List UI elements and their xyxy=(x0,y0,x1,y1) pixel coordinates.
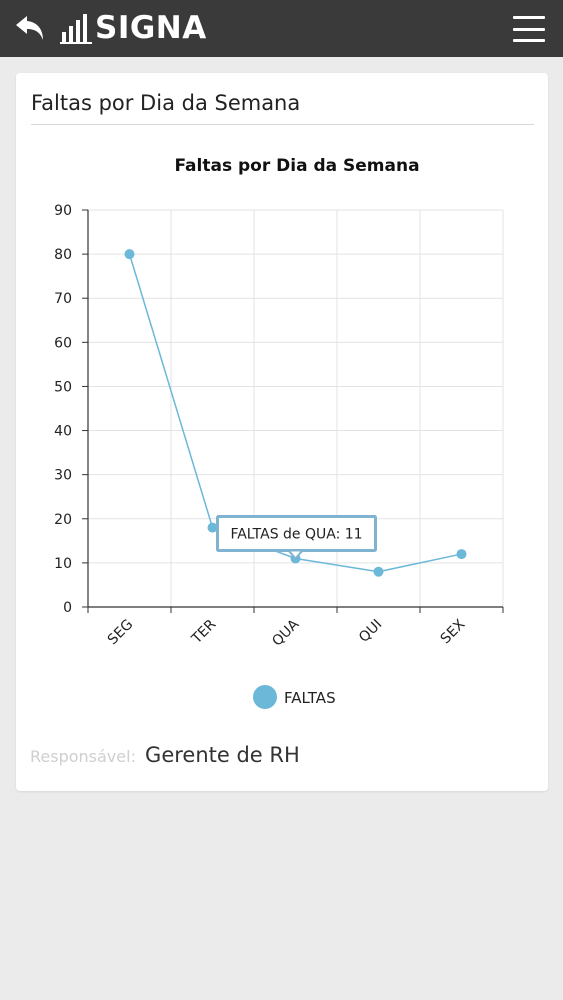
data-point-qui xyxy=(373,566,384,577)
y-tick-label: 90 xyxy=(54,203,72,219)
chart-card: Faltas por Dia da Semana Faltas por Dia … xyxy=(16,73,548,791)
back-button[interactable] xyxy=(10,8,50,48)
x-tick-label-qua: QUA xyxy=(269,616,302,649)
y-tick-label: 50 xyxy=(54,379,72,395)
hamburger-menu-button[interactable] xyxy=(513,16,545,42)
top-bar: SIGNA xyxy=(0,0,563,57)
title-divider xyxy=(31,124,534,125)
tooltip-text: FALTAS de QUA: 11 xyxy=(230,526,362,542)
data-point-ter xyxy=(207,522,218,533)
tooltip: FALTAS de QUA: 11 xyxy=(216,514,377,560)
brand-name: SIGNA xyxy=(95,10,207,46)
menu-line xyxy=(513,16,545,19)
y-tick-label: 40 xyxy=(54,424,72,440)
data-point-sex xyxy=(456,549,467,560)
card-title: Faltas por Dia da Semana xyxy=(31,91,301,115)
responsible-label: Responsável: xyxy=(30,747,136,766)
responsible-value: Gerente de RH xyxy=(145,743,300,767)
x-tick-label-sex: SEX xyxy=(438,616,469,647)
x-tick-label-ter: TER xyxy=(188,616,219,647)
responsible-row: Responsável: Gerente de RH xyxy=(30,743,300,767)
chart-title: Faltas por Dia da Semana xyxy=(174,156,419,176)
menu-line xyxy=(513,39,545,42)
faltas-line-chart: Faltas por Dia da Semana 0 10 20 30 40 50 60 70 8… xyxy=(54,156,504,709)
y-tick-label: 60 xyxy=(54,335,72,351)
y-tick-label: 80 xyxy=(54,247,72,263)
tooltip-pointer xyxy=(286,549,305,560)
y-tick-label: 10 xyxy=(54,556,72,572)
y-tick-label: 30 xyxy=(54,468,72,484)
menu-line xyxy=(513,27,545,31)
x-tick-label-qui: QUI xyxy=(356,617,385,646)
x-tick-label-seg: SEG xyxy=(105,617,137,649)
bar-chart-logo-icon xyxy=(60,14,92,44)
legend-marker xyxy=(253,685,277,709)
data-point-seg xyxy=(124,249,135,260)
y-tick-label: 0 xyxy=(63,600,72,616)
y-tick-label: 20 xyxy=(54,512,72,528)
signa-logo: SIGNA xyxy=(60,10,207,46)
legend-label: FALTAS xyxy=(284,689,336,707)
back-arrow-icon xyxy=(16,16,43,40)
y-tick-label: 70 xyxy=(54,291,72,307)
